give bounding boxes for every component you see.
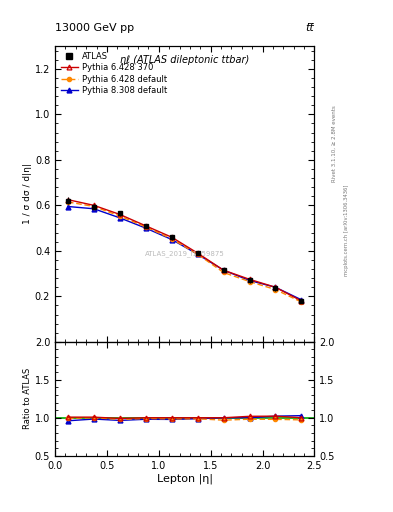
Text: ATLAS_2019_I1759875: ATLAS_2019_I1759875 <box>145 250 224 257</box>
Text: mcplots.cern.ch [arXiv:1306.3436]: mcplots.cern.ch [arXiv:1306.3436] <box>344 185 349 276</box>
Y-axis label: 1 / σ dσ / d|η|: 1 / σ dσ / d|η| <box>23 163 32 224</box>
Text: ηℓ (ATLAS dileptonic ttbar): ηℓ (ATLAS dileptonic ttbar) <box>120 55 249 65</box>
Text: Rivet 3.1.10, ≥ 2.8M events: Rivet 3.1.10, ≥ 2.8M events <box>332 105 337 182</box>
Text: 13000 GeV pp: 13000 GeV pp <box>55 23 134 33</box>
Text: tt̅: tt̅ <box>306 23 314 33</box>
Y-axis label: Ratio to ATLAS: Ratio to ATLAS <box>23 368 32 430</box>
Legend: ATLAS, Pythia 6.428 370, Pythia 6.428 default, Pythia 8.308 default: ATLAS, Pythia 6.428 370, Pythia 6.428 de… <box>58 50 169 98</box>
X-axis label: Lepton |η|: Lepton |η| <box>157 473 213 484</box>
